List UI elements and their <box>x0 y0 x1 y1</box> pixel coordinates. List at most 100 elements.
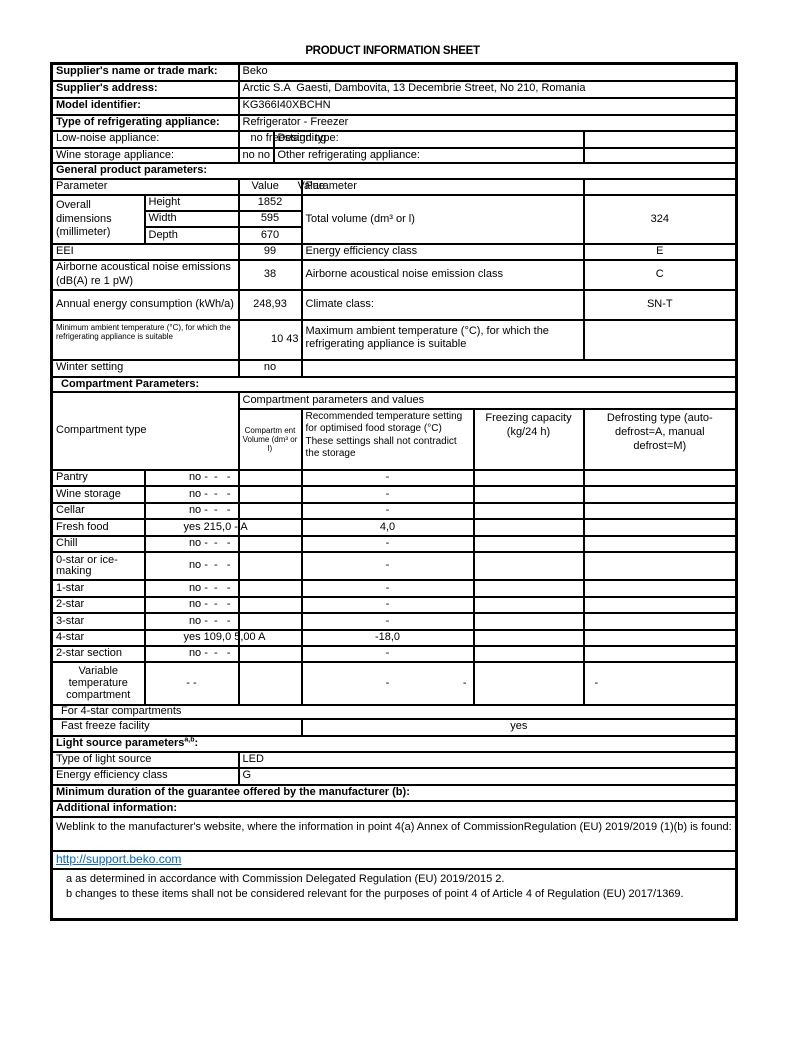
compartment-freeze <box>472 579 585 599</box>
compartment-value: no - - - <box>143 469 240 488</box>
noise-value: 38 <box>237 259 303 291</box>
compartment-defrost <box>582 579 738 599</box>
compartment-freeze <box>472 551 585 582</box>
compartment-temp: - <box>300 596 475 615</box>
compartment-defrost <box>582 612 738 632</box>
compartment-temp: - <box>300 579 475 599</box>
compartment-defrost <box>582 518 738 538</box>
compartment-freeze <box>472 612 585 632</box>
compartment-row-2star: 2-star no - - - - <box>50 596 738 615</box>
low-noise-overlap-text: no freestanding <box>250 132 327 145</box>
compartment-temp: - <box>300 645 475 664</box>
compartment-section-header: Compartment Parameters: <box>50 375 738 394</box>
compartment-defrost <box>582 469 738 488</box>
appliance-type-label: Type of refrigerating appliance: <box>50 113 240 132</box>
recommended-temp-header: Recommended temperature setting for opti… <box>300 408 475 472</box>
compartment-volume <box>237 661 303 707</box>
light-type-label: Type of light source <box>50 750 240 769</box>
min-temp-value: 10 43 <box>237 318 303 361</box>
compartment-type-header: Compartment type <box>50 391 240 472</box>
max-temp-value-cell <box>582 318 738 361</box>
compartment-temp: - <box>300 485 475 505</box>
compartment-name: 0-star or ice-making <box>50 551 146 582</box>
compartment-freeze <box>472 661 585 707</box>
compartment-volume <box>237 551 303 582</box>
compartment-value-overlap: yes 215,0 - A <box>183 520 248 533</box>
compartment-row-wine-storage: Wine storage no - - - - <box>50 485 738 505</box>
value-header-overlap: Value <box>297 180 325 193</box>
light-class-label: Energy efficiency class <box>50 766 240 786</box>
supplier-address-value: Arctic S.A Gaesti, Dambovita, 13 Decembr… <box>237 79 738 99</box>
height-label: Height <box>143 194 240 212</box>
compartment-volume <box>237 535 303 554</box>
noise-class-label: Airborne acoustical noise emission class <box>300 259 585 291</box>
fast-freeze-label: Fast freeze facility <box>50 717 303 737</box>
compartment-freeze <box>472 596 585 615</box>
low-noise-value-cell: no freestanding <box>237 129 326 149</box>
compartment-value: no - - - <box>143 612 240 632</box>
support-link[interactable]: http://support.beko.com <box>56 851 182 866</box>
page-title: PRODUCT INFORMATION SHEET <box>305 45 480 57</box>
design-type-value-cell <box>582 129 738 149</box>
max-temp-label: Maximum ambient temperature (°C), for wh… <box>300 318 585 361</box>
width-label: Width <box>143 210 240 228</box>
winter-setting-label: Winter setting <box>50 358 240 378</box>
footnotes-cell: a as determined in accordance with Commi… <box>50 867 738 921</box>
compartment-value: no - - - <box>143 645 240 664</box>
compartment-temp: - <box>300 551 475 582</box>
compartment-temp: -18,0 <box>300 629 475 648</box>
compartment-defrost <box>582 629 738 648</box>
compartment-freeze <box>472 485 585 505</box>
compartment-freeze <box>472 502 585 521</box>
total-volume-label: Total volume (dm³ or l) <box>300 194 585 245</box>
energy-class-value: E <box>582 243 738 261</box>
compartment-name: Cellar <box>50 502 146 521</box>
compartment-defrost <box>582 551 738 582</box>
eei-value: 99 <box>237 243 303 261</box>
total-volume-value: 324 <box>582 194 738 245</box>
winter-setting-extra-cell <box>300 358 738 378</box>
freezing-capacity-header: Freezing capacity (kg/24 h) <box>472 408 585 472</box>
light-type-value: LED <box>237 750 738 769</box>
weblink-cell: http://support.beko.com <box>50 849 738 870</box>
winter-setting-value: no <box>237 358 303 378</box>
compartment-name: Fresh food <box>50 518 146 538</box>
other-appliance-value-cell <box>582 146 738 165</box>
compartment-volume <box>237 469 303 488</box>
compartment-volume <box>237 612 303 632</box>
other-appliance-label: Other refrigerating appliance: <box>272 146 585 165</box>
compartment-name: 4-star <box>50 629 146 648</box>
compartment-temp: - <box>300 469 475 488</box>
weblink-text: Weblink to the manufacturer's website, w… <box>50 815 738 852</box>
compartment-temp-right-dash: - <box>462 676 467 689</box>
compartment-value: - - <box>143 661 240 707</box>
model-identifier-label: Model identifier: <box>50 96 240 116</box>
depth-value: 670 <box>237 226 303 245</box>
model-identifier-value: KG366I40XBCHN <box>237 96 738 116</box>
compartment-name: Wine storage <box>50 485 146 505</box>
value-header-2-cell <box>582 178 738 196</box>
compartment-name: Chill <box>50 535 146 554</box>
compartment-freeze <box>472 535 585 554</box>
compartment-temp: 4,0 <box>300 518 475 538</box>
compartment-params-header: Compartment parameters and values <box>237 391 738 411</box>
wine-storage-label: Wine storage appliance: <box>50 146 240 165</box>
compartment-freeze <box>472 469 585 488</box>
parameter-header: Parameter <box>50 178 240 196</box>
compartment-row-4star: 4-star yes 109,0 5,00 A -18,0 <box>50 629 738 648</box>
width-value: 595 <box>237 210 303 228</box>
annual-energy-value: 248,93 <box>237 288 303 321</box>
compartment-freeze <box>472 629 585 648</box>
compartment-row-0star: 0-star or ice-making no - - - - <box>50 551 738 582</box>
depth-label: Depth <box>143 226 240 245</box>
compartment-row-3star: 3-star no - - - - <box>50 612 738 632</box>
light-section-superscript: a,b <box>184 736 195 744</box>
compartment-defrost <box>582 596 738 615</box>
compartment-name: 1-star <box>50 579 146 599</box>
defrosting-type-header: Defrosting type (auto-defrost=A, manual … <box>582 408 738 472</box>
low-noise-label: Low-noise appliance: <box>50 129 240 149</box>
compartment-freeze <box>472 518 585 538</box>
compartment-volume <box>237 596 303 615</box>
wine-storage-value: no no <box>237 146 275 165</box>
compartment-value: no - - - <box>143 485 240 505</box>
